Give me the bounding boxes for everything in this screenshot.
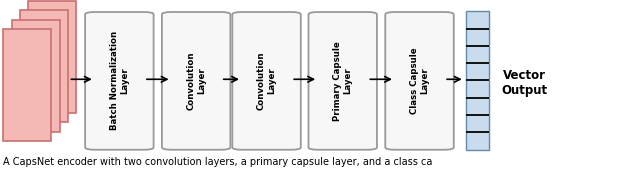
Text: Primary Capsule
Layer: Primary Capsule Layer xyxy=(333,41,353,121)
Text: Class Capsule
Layer: Class Capsule Layer xyxy=(410,48,429,114)
FancyBboxPatch shape xyxy=(466,11,489,150)
FancyBboxPatch shape xyxy=(85,12,154,150)
FancyBboxPatch shape xyxy=(232,12,301,150)
FancyBboxPatch shape xyxy=(162,12,230,150)
Text: A CapsNet encoder with two convolution layers, a primary capsule layer, and a cl: A CapsNet encoder with two convolution l… xyxy=(3,157,433,167)
Text: Batch Normalization
Layer: Batch Normalization Layer xyxy=(109,31,129,130)
Text: Convolution
Layer: Convolution Layer xyxy=(186,52,206,110)
FancyBboxPatch shape xyxy=(28,1,76,113)
FancyBboxPatch shape xyxy=(385,12,454,150)
FancyBboxPatch shape xyxy=(12,19,60,132)
Text: Vector
Output: Vector Output xyxy=(502,69,548,97)
FancyBboxPatch shape xyxy=(3,29,51,141)
Text: Convolution
Layer: Convolution Layer xyxy=(257,52,276,110)
FancyBboxPatch shape xyxy=(308,12,377,150)
FancyBboxPatch shape xyxy=(20,10,68,122)
